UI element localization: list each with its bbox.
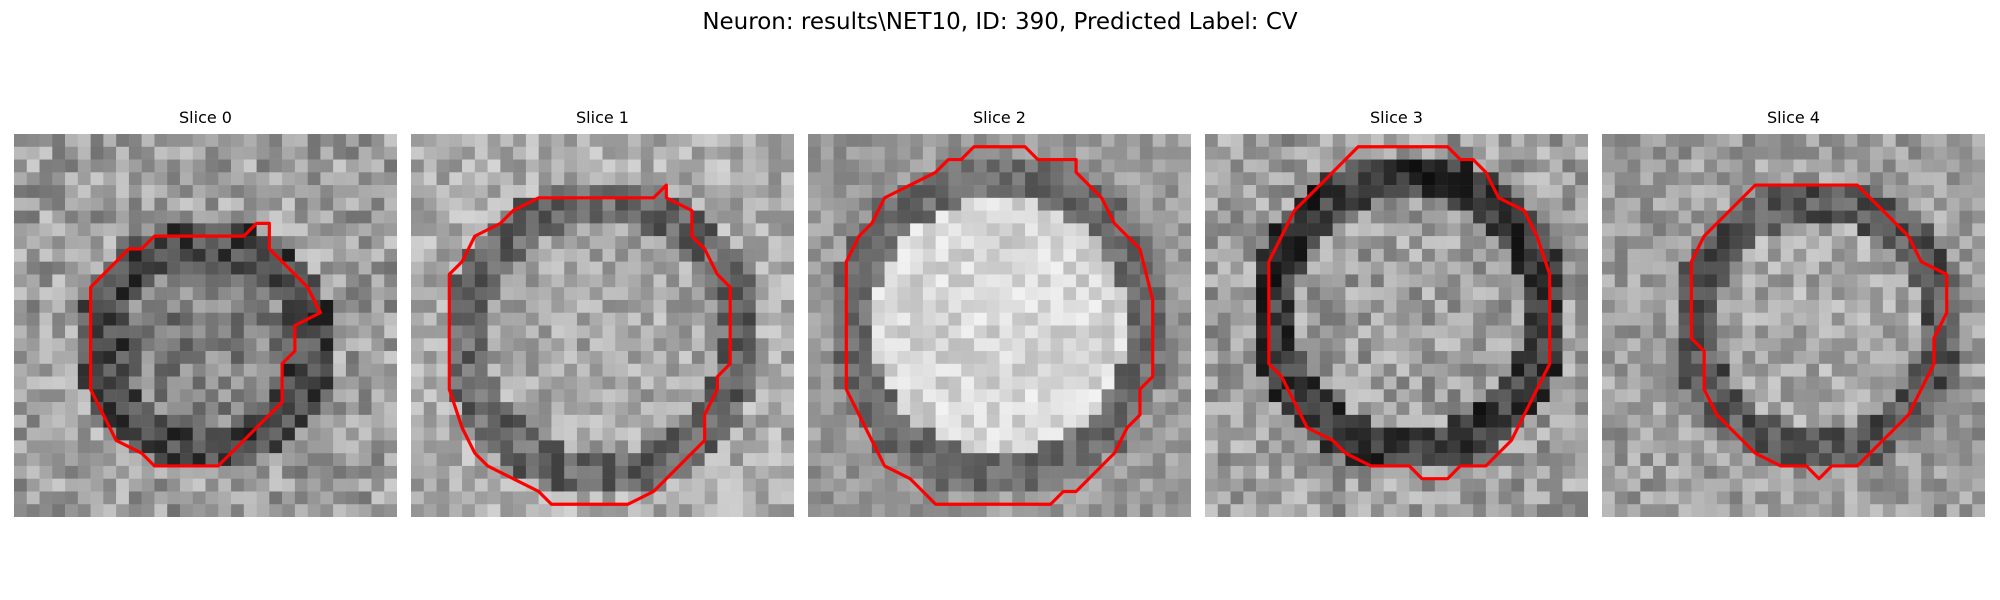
slice-2-contour — [844, 145, 1155, 506]
slice-panel-0: Slice 0 — [14, 107, 397, 517]
slice-3-image — [1205, 134, 1588, 517]
slice-4-grayscale-pixels — [1602, 134, 1985, 517]
figure-title: Neuron: results\NET10, ID: 390, Predicte… — [702, 9, 1298, 35]
slice-4-image — [1602, 134, 1985, 517]
slice-1-contour — [447, 183, 732, 506]
slice-panel-4: Slice 4 — [1602, 107, 1985, 517]
slice-panel-2: Slice 2 — [808, 107, 1191, 517]
slice-3-title: Slice 3 — [1370, 108, 1423, 127]
slice-1-image — [411, 134, 794, 517]
slice-1-grayscale-pixels — [411, 134, 794, 517]
slice-0-title: Slice 0 — [179, 108, 232, 127]
slice-0-image — [14, 134, 397, 517]
slice-2-title: Slice 2 — [973, 108, 1026, 127]
slice-0-contour — [89, 221, 322, 468]
slice-panel-3: Slice 3 — [1205, 107, 1588, 517]
slice-4-title: Slice 4 — [1767, 108, 1820, 127]
slice-2-grayscale-pixels — [808, 134, 1191, 517]
slice-3-grayscale-pixels — [1205, 134, 1588, 517]
slice-panel-1: Slice 1 — [411, 107, 794, 517]
slice-3-contour — [1267, 145, 1552, 481]
slice-2-image — [808, 134, 1191, 517]
slice-1-title: Slice 1 — [576, 108, 629, 127]
slice-0-grayscale-pixels — [14, 134, 397, 517]
slice-4-contour — [1689, 183, 1949, 481]
